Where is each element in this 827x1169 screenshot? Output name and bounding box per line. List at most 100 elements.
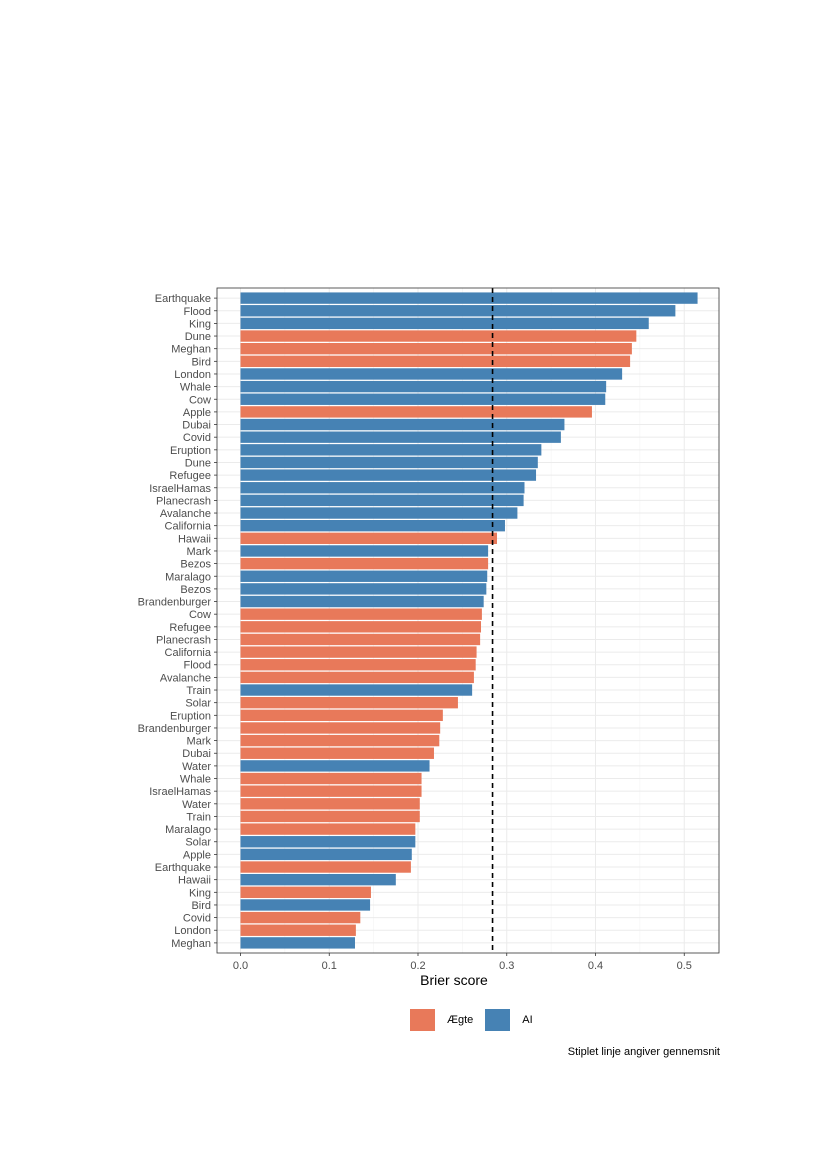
bar-flood-ai <box>240 305 676 317</box>
legend-key-ai <box>485 1009 511 1031</box>
bar-whale-aegte <box>240 772 422 785</box>
bar-mark-aegte <box>240 734 440 747</box>
bar-refugee-aegte <box>240 621 482 633</box>
y-tick-label: Bird <box>191 900 211 912</box>
bar-apple-ai <box>240 848 412 861</box>
y-tick-label: Eruption <box>170 710 211 722</box>
y-tick-label: Dune <box>185 457 211 469</box>
bar-meghan-ai <box>240 937 355 949</box>
bar-apple-aegte <box>240 406 592 418</box>
y-tick-label: Apple <box>183 407 211 419</box>
y-tick-label: London <box>174 925 211 937</box>
y-tick-label: Avalanche <box>160 672 211 684</box>
bar-brandenburger-aegte <box>240 722 441 734</box>
y-tick-label: Planecrash <box>156 634 211 646</box>
bar-bird-aegte <box>240 355 631 368</box>
y-tick-label: Water <box>182 761 211 773</box>
y-tick-label: Train <box>186 685 211 697</box>
legend-label-ai: AI <box>522 1014 533 1026</box>
bar-water-ai <box>240 760 430 772</box>
y-tick-label: Covid <box>183 913 211 925</box>
bar-hawaii-aegte <box>240 532 497 545</box>
y-tick-label: Avalanche <box>160 508 211 520</box>
bar-train-ai <box>240 684 473 696</box>
bar-israelhamas-ai <box>240 482 525 494</box>
y-tick-label: Maralago <box>165 824 211 836</box>
y-tick-label: Meghan <box>171 344 211 356</box>
y-tick-label: King <box>189 887 211 899</box>
y-tick-label: Brandenburger <box>138 597 212 609</box>
bar-earthquake-ai <box>240 292 698 304</box>
y-tick-label: Cow <box>189 609 211 621</box>
y-tick-label: Maralago <box>165 571 211 583</box>
bar-london-aegte <box>240 924 356 936</box>
y-tick-label: Earthquake <box>155 862 211 874</box>
bar-hawaii-ai <box>240 873 396 886</box>
bar-brandenburger-ai <box>240 595 484 608</box>
y-tick-label: Earthquake <box>155 293 211 305</box>
y-tick-label: Bezos <box>180 559 211 571</box>
bar-dubai-aegte <box>240 747 434 759</box>
y-tick-label: Refugee <box>169 622 211 634</box>
bar-bezos-ai <box>240 583 487 595</box>
bar-dune-aegte <box>240 330 637 342</box>
legend: Ægte AI <box>410 1009 545 1031</box>
y-tick-label: Water <box>182 799 211 811</box>
bar-cow-aegte <box>240 608 482 620</box>
y-tick-label: Solar <box>185 837 211 849</box>
bar-solar-ai <box>240 836 416 848</box>
x-tick-label: 0.5 <box>677 960 692 972</box>
y-tick-label: Dubai <box>182 748 211 760</box>
bar-cow-ai <box>240 393 606 405</box>
bar-bezos-aegte <box>240 557 489 570</box>
y-tick-label: Whale <box>180 774 211 786</box>
y-tick-label: Refugee <box>169 470 211 482</box>
y-tick-label: Bird <box>191 356 211 368</box>
y-tick-label: Brandenburger <box>138 723 212 735</box>
bar-earthquake-aegte <box>240 861 411 873</box>
bar-dune-ai <box>240 456 538 469</box>
bar-refugee-ai <box>240 469 537 481</box>
bar-london-ai <box>240 368 623 380</box>
bar-king-aegte <box>240 886 371 899</box>
y-tick-labels: EarthquakeFloodKingDuneMeghanBirdLondonW… <box>138 293 217 950</box>
bar-israelhamas-aegte <box>240 785 422 797</box>
y-tick-label: Whale <box>180 382 211 394</box>
bar-avalanche-aegte <box>240 671 474 684</box>
bar-train-aegte <box>240 810 420 823</box>
x-tick-labels: 0.0 0.1 0.2 0.3 0.4 0.5 <box>233 953 692 972</box>
caption: Stiplet linje angiver gennemsnit <box>567 1046 720 1058</box>
y-tick-label: Flood <box>183 660 211 672</box>
y-tick-label: Solar <box>185 698 211 710</box>
bar-california-ai <box>240 519 505 532</box>
bar-water-aegte <box>240 798 420 810</box>
bar-california-aegte <box>240 646 477 658</box>
y-tick-label: Eruption <box>170 445 211 457</box>
legend-label-aegte: Ægte <box>447 1014 474 1026</box>
y-tick-label: Cow <box>189 394 211 406</box>
bar-flood-aegte <box>240 659 476 671</box>
y-tick-label: Apple <box>183 849 211 861</box>
bar-king-ai <box>240 317 649 330</box>
x-axis-title: Brier score <box>420 972 488 988</box>
bar-covid-aegte <box>240 911 361 924</box>
y-tick-label: Hawaii <box>178 875 211 887</box>
bar-avalanche-ai <box>240 507 518 519</box>
bar-meghan-aegte <box>240 342 632 355</box>
bar-eruption-aegte <box>240 709 443 722</box>
bar-planecrash-ai <box>240 494 524 507</box>
x-tick-label: 0.0 <box>233 960 248 972</box>
plot-panel-border <box>216 287 720 954</box>
y-tick-label: Train <box>186 811 211 823</box>
bar-bird-ai <box>240 899 371 911</box>
x-tick-label: 0.2 <box>410 960 425 972</box>
y-tick-label: Dubai <box>182 420 211 432</box>
y-tick-label: California <box>165 647 212 659</box>
y-tick-label: Meghan <box>171 938 211 950</box>
y-tick-label: Flood <box>183 306 211 318</box>
x-tick-label: 0.1 <box>322 960 337 972</box>
bar-mark-ai <box>240 545 489 557</box>
bar-solar-aegte <box>240 696 458 709</box>
legend-key-aegte <box>410 1009 435 1031</box>
